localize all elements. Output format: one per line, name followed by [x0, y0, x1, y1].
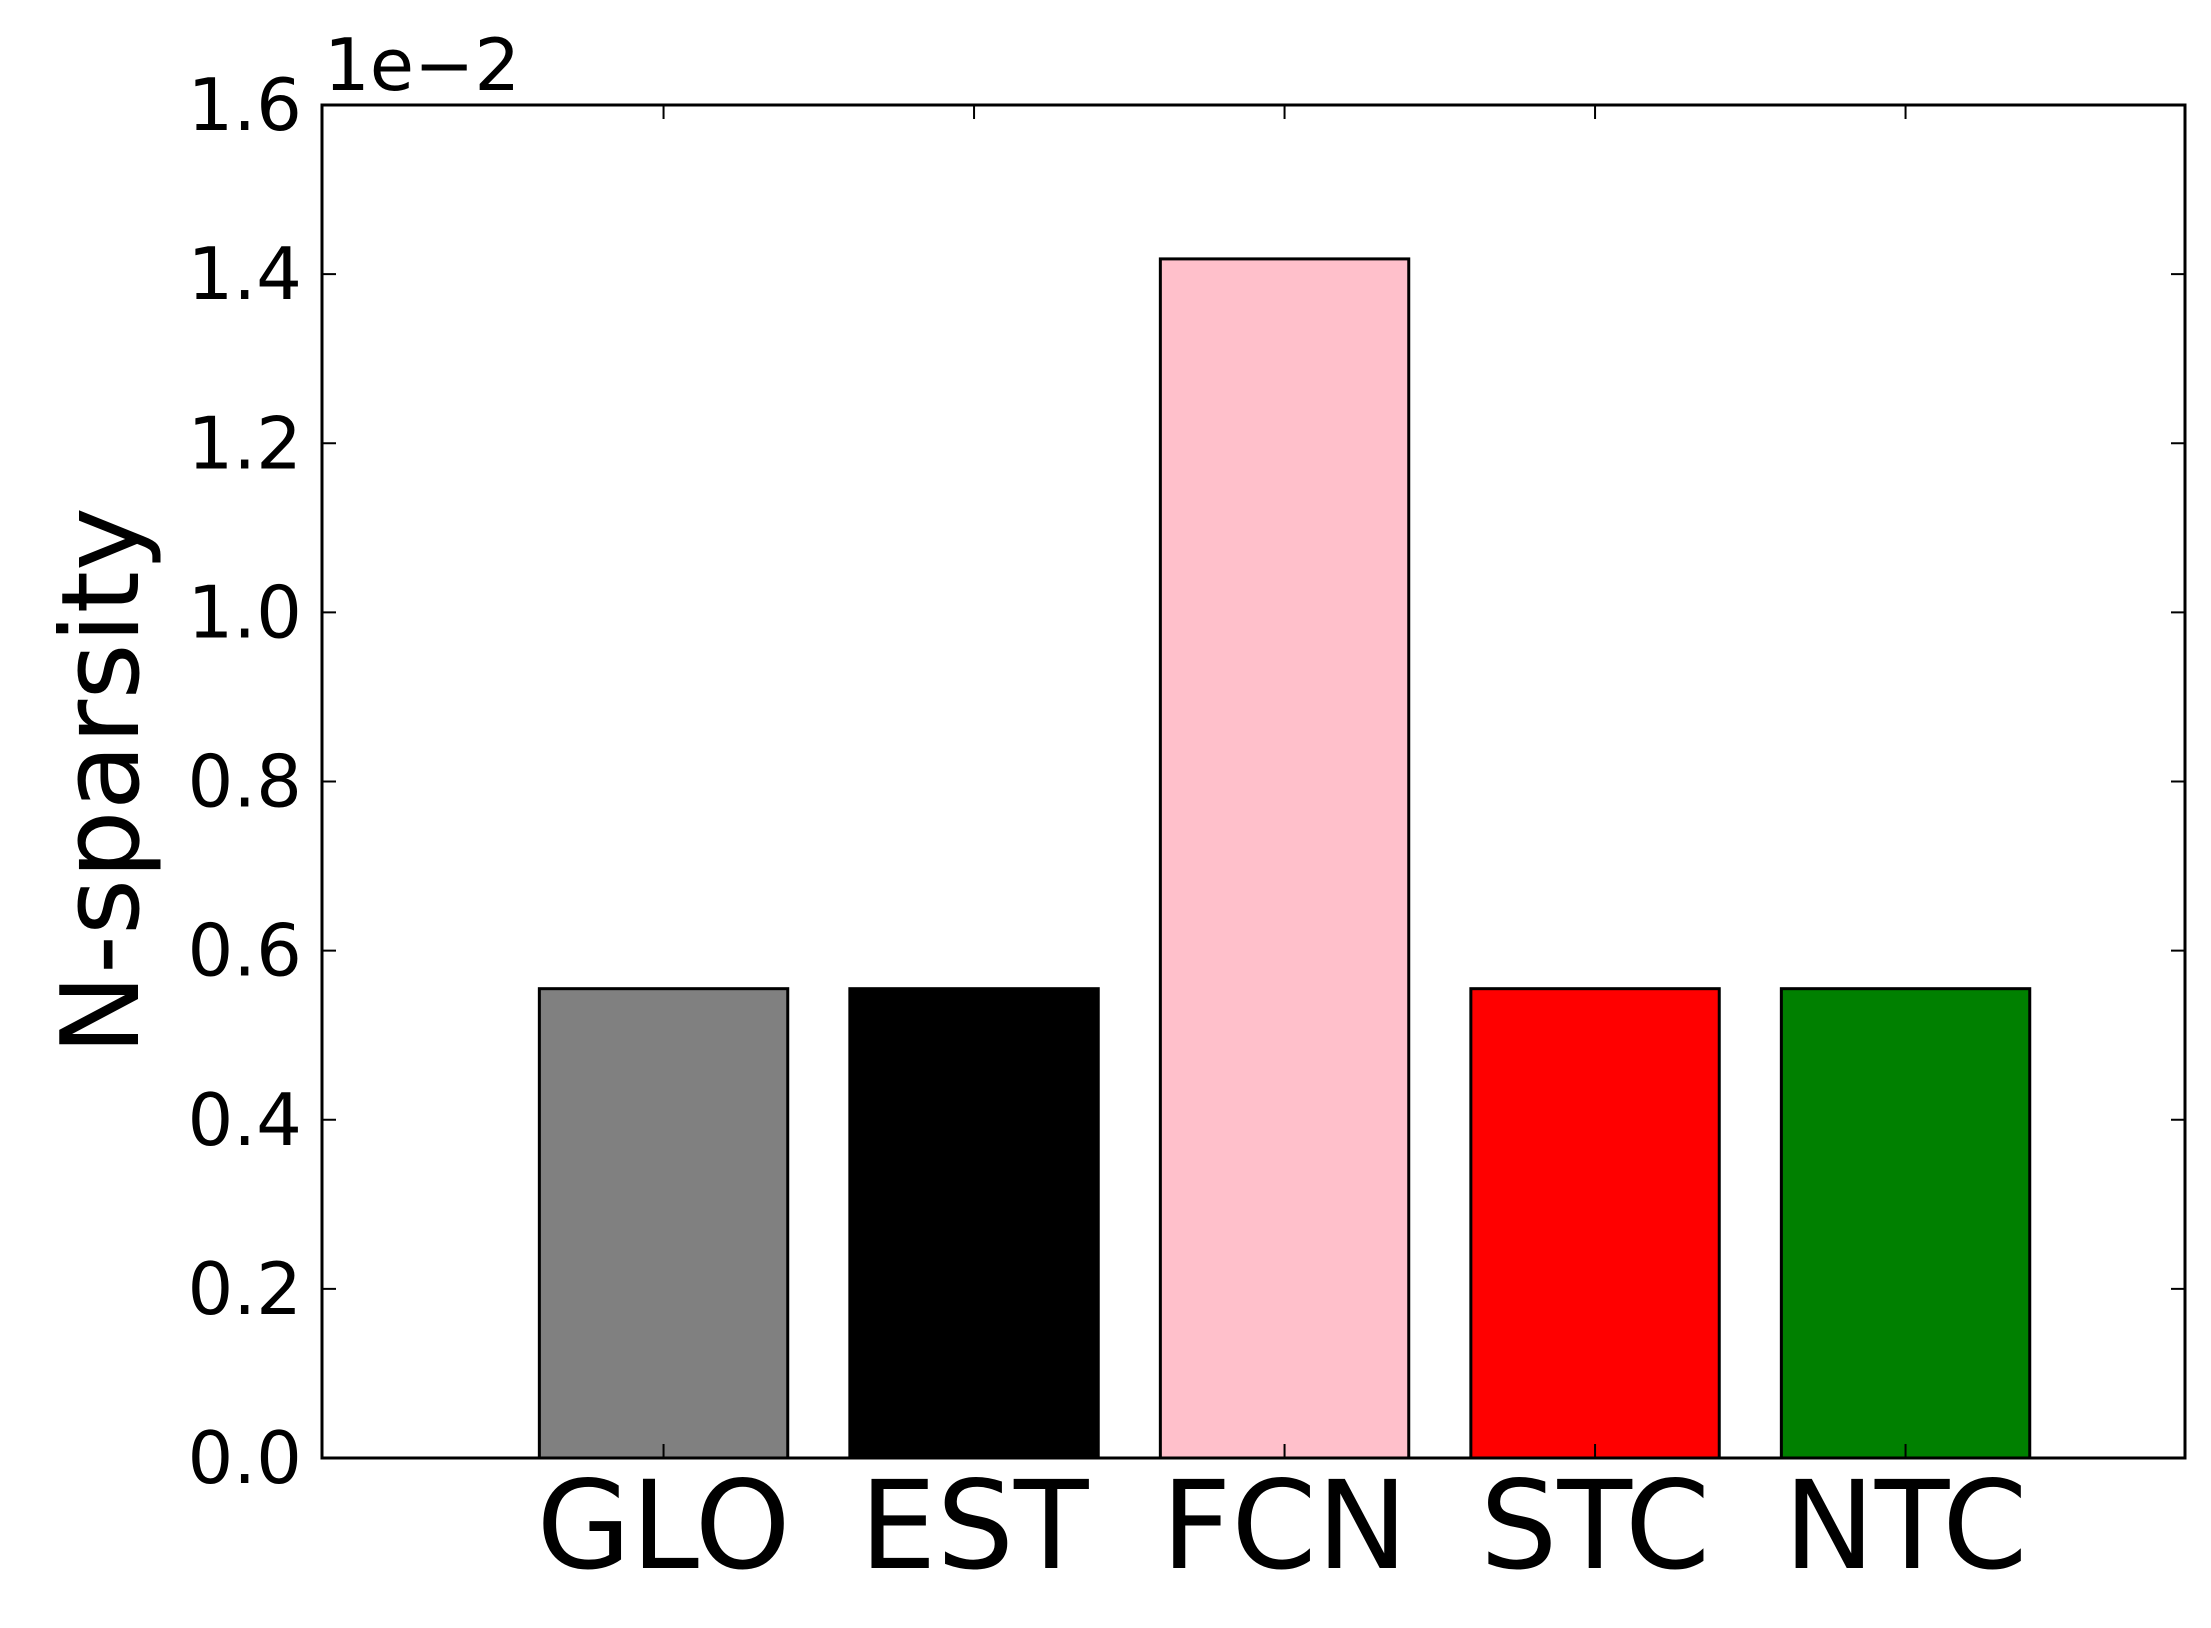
x-tick-labels: GLO EST FCN STC NTC	[536, 1455, 2027, 1597]
y-tick-labels: 0.0 0.2 0.4 0.6 0.8 1.0 1.2 1.4 1.6	[187, 63, 302, 1500]
plot-frame	[320, 103, 2187, 1460]
bar-stc	[1469, 987, 1721, 1460]
bar-fcn	[1158, 257, 1411, 1460]
y-tick-label: 1.4	[187, 232, 302, 316]
x-tick-label-stc: STC	[1480, 1455, 1710, 1597]
y-tick-label: 1.6	[187, 63, 302, 147]
y-tick-label: 0.2	[187, 1247, 302, 1331]
bar-est	[848, 987, 1100, 1460]
x-tick-label-fcn: FCN	[1161, 1455, 1408, 1597]
x-tick-label-ntc: NTC	[1784, 1455, 2028, 1597]
y-tick-label: 0.8	[187, 740, 302, 824]
bar-ntc	[1779, 987, 2032, 1460]
y-tick-label: 1.0	[187, 570, 302, 654]
x-tick-label-glo: GLO	[536, 1455, 790, 1597]
x-tick-label-est: EST	[860, 1455, 1090, 1597]
axis-scale-label: 1e−2	[324, 23, 520, 107]
bar-glo	[537, 987, 790, 1460]
bars-layer	[537, 257, 2032, 1460]
y-tick-label: 0.4	[187, 1078, 302, 1162]
y-tick-label: 1.2	[187, 401, 302, 485]
y-axis-label: N-sparsity	[39, 507, 164, 1055]
y-tick-label: 0.6	[187, 909, 302, 993]
y-tick-label: 0.0	[187, 1416, 302, 1500]
